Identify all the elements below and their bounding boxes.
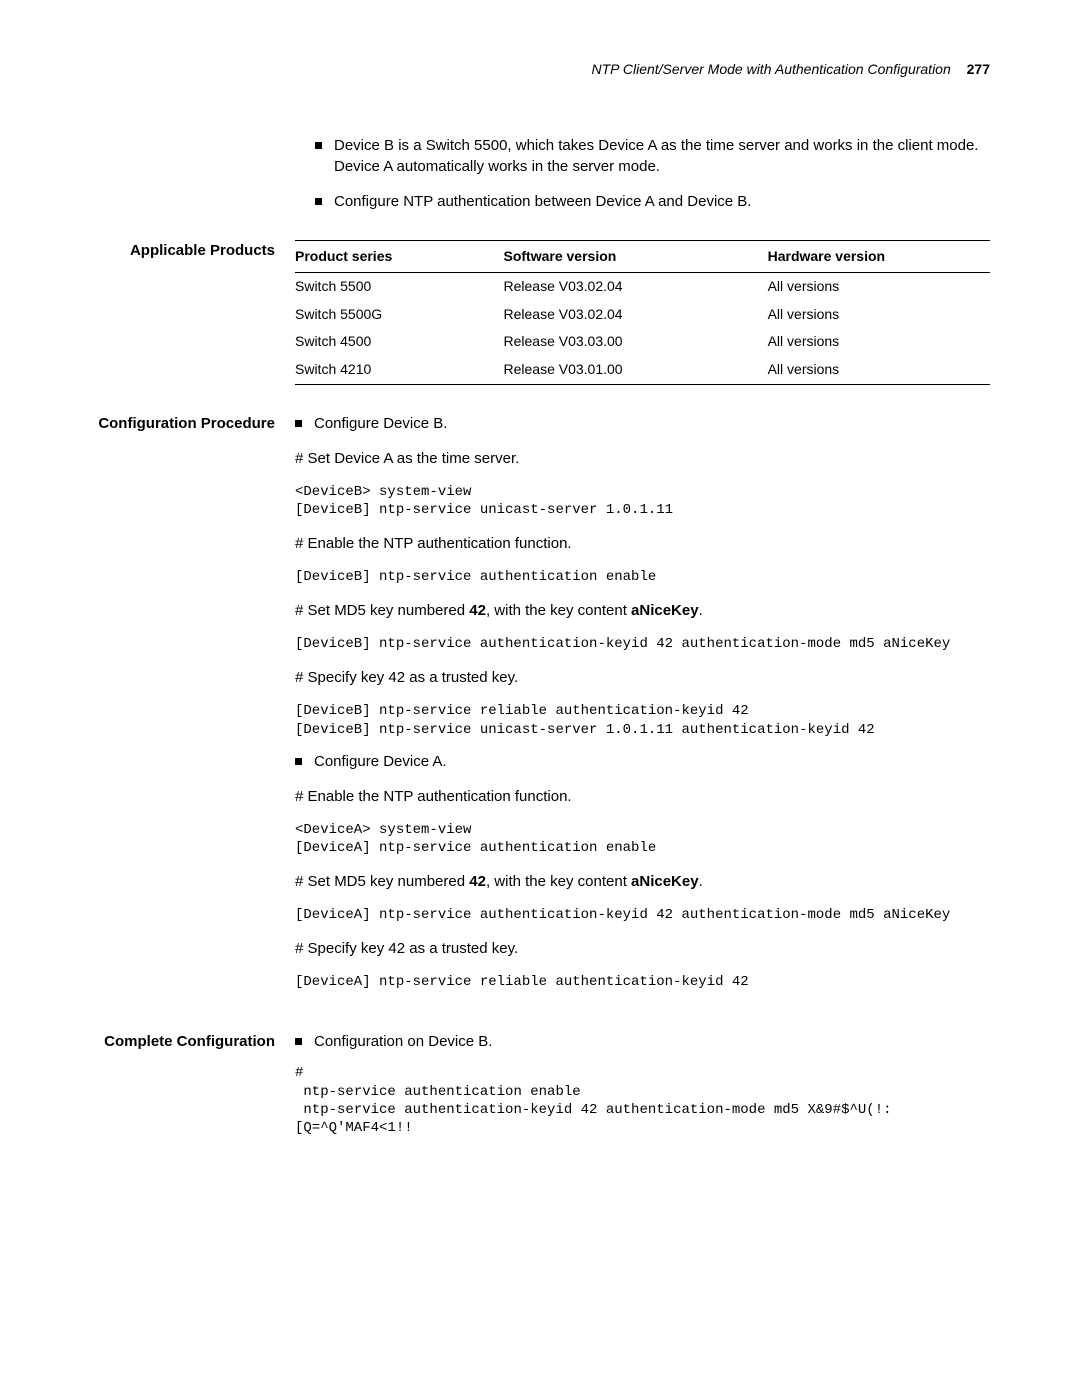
step6-content: aNiceKey xyxy=(631,873,699,890)
table-row: Switch 4210Release V03.01.00All versions xyxy=(295,356,990,384)
bullet-icon xyxy=(315,198,322,205)
intro-bullet-1-text: Device B is a Switch 5500, which takes D… xyxy=(334,135,990,177)
table-cell: Release V03.01.00 xyxy=(504,356,768,384)
table-cell: Release V03.02.04 xyxy=(504,301,768,329)
intro-bullet-1: Device B is a Switch 5500, which takes D… xyxy=(315,135,990,177)
step3-code: [DeviceB] ntp-service authentication-key… xyxy=(295,635,990,653)
config-bullet-2: Configure Device A. xyxy=(295,751,990,772)
step6-suffix: . xyxy=(699,873,703,890)
complete-code: # ntp-service authentication enable ntp-… xyxy=(295,1064,990,1137)
complete-config-section: Complete Configuration Configuration on … xyxy=(90,1031,990,1149)
step5-text: # Enable the NTP authentication function… xyxy=(295,786,990,807)
bullet-icon xyxy=(295,758,302,765)
step6-prefix: # Set MD5 key numbered xyxy=(295,873,469,890)
header-title: NTP Client/Server Mode with Authenticati… xyxy=(592,61,951,77)
table-cell: Switch 5500 xyxy=(295,273,504,301)
step6-key: 42 xyxy=(469,873,486,890)
step4-code: [DeviceB] ntp-service reliable authentic… xyxy=(295,702,990,738)
step3-text: # Set MD5 key numbered 42, with the key … xyxy=(295,600,990,621)
intro-bullet-list: Device B is a Switch 5500, which takes D… xyxy=(315,135,990,212)
applicable-products-content: Product series Software version Hardware… xyxy=(295,240,990,385)
config-procedure-content: Configure Device B. # Set Device A as th… xyxy=(295,413,990,1004)
complete-config-heading: Complete Configuration xyxy=(90,1031,295,1149)
table-cell: Switch 4210 xyxy=(295,356,504,384)
step3-suffix: . xyxy=(699,602,703,619)
step5-code: <DeviceA> system-view [DeviceA] ntp-serv… xyxy=(295,821,990,857)
step1-code: <DeviceB> system-view [DeviceB] ntp-serv… xyxy=(295,483,990,519)
step3-key: 42 xyxy=(469,602,486,619)
table-cell: Release V03.03.00 xyxy=(504,328,768,356)
table-cell: Release V03.02.04 xyxy=(504,273,768,301)
bullet-icon xyxy=(315,142,322,149)
step3-content: aNiceKey xyxy=(631,602,699,619)
applicable-products-section: Applicable Products Product series Softw… xyxy=(90,240,990,385)
step3-prefix: # Set MD5 key numbered xyxy=(295,602,469,619)
table-cell: All versions xyxy=(768,301,990,329)
table-cell: All versions xyxy=(768,273,990,301)
config-bullet-2-text: Configure Device A. xyxy=(314,751,990,772)
table-row: Switch 5500Release V03.02.04All versions xyxy=(295,273,990,301)
bullet-icon xyxy=(295,420,302,427)
config-bullet-1-text: Configure Device B. xyxy=(314,413,990,434)
step7-code: [DeviceA] ntp-service reliable authentic… xyxy=(295,973,990,991)
step6-code: [DeviceA] ntp-service authentication-key… xyxy=(295,906,990,924)
step6-text: # Set MD5 key numbered 42, with the key … xyxy=(295,871,990,892)
intro-bullet-2-text: Configure NTP authentication between Dev… xyxy=(334,191,990,212)
table-row: Switch 5500GRelease V03.02.04All version… xyxy=(295,301,990,329)
step1-text: # Set Device A as the time server. xyxy=(295,448,990,469)
table-cell: All versions xyxy=(768,356,990,384)
table-cell: Switch 5500G xyxy=(295,301,504,329)
col-header-software: Software version xyxy=(504,240,768,273)
table-row: Switch 4500Release V03.03.00All versions xyxy=(295,328,990,356)
step4-text: # Specify key 42 as a trusted key. xyxy=(295,667,990,688)
page-number: 277 xyxy=(967,61,990,77)
applicable-products-heading: Applicable Products xyxy=(90,240,295,385)
config-bullet-1: Configure Device B. xyxy=(295,413,990,434)
col-header-product: Product series xyxy=(295,240,504,273)
config-procedure-heading: Configuration Procedure xyxy=(90,413,295,1004)
page-header: NTP Client/Server Mode with Authenticati… xyxy=(90,60,990,80)
step6-mid: , with the key content xyxy=(486,873,631,890)
config-procedure-section: Configuration Procedure Configure Device… xyxy=(90,413,990,1004)
intro-bullet-2: Configure NTP authentication between Dev… xyxy=(315,191,990,212)
complete-config-content: Configuration on Device B. # ntp-service… xyxy=(295,1031,990,1149)
products-table: Product series Software version Hardware… xyxy=(295,240,990,385)
step3-mid: , with the key content xyxy=(486,602,631,619)
table-cell: Switch 4500 xyxy=(295,328,504,356)
step2-code: [DeviceB] ntp-service authentication ena… xyxy=(295,568,990,586)
complete-bullet-1-text: Configuration on Device B. xyxy=(314,1031,990,1052)
complete-bullet-1: Configuration on Device B. xyxy=(295,1031,990,1052)
col-header-hardware: Hardware version xyxy=(768,240,990,273)
step7-text: # Specify key 42 as a trusted key. xyxy=(295,938,990,959)
table-cell: All versions xyxy=(768,328,990,356)
bullet-icon xyxy=(295,1038,302,1045)
step2-text: # Enable the NTP authentication function… xyxy=(295,533,990,554)
